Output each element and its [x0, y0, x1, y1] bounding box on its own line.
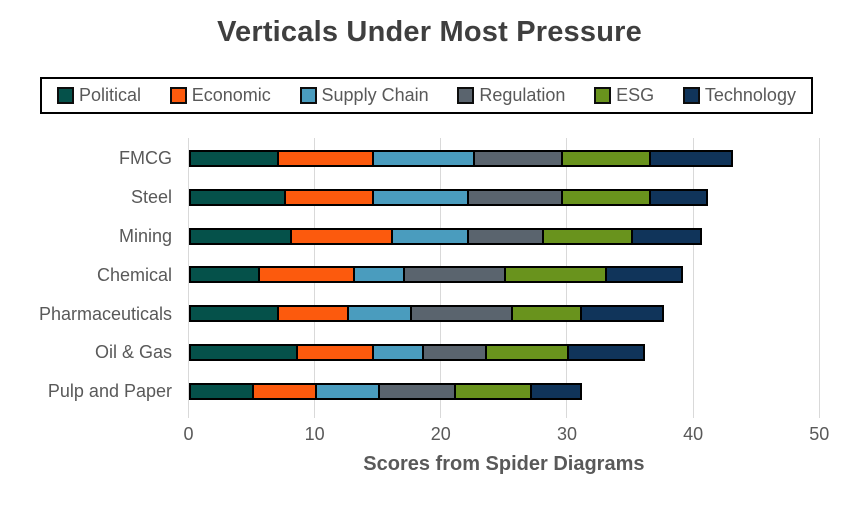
bar-segment-economic — [295, 343, 372, 361]
legend-label: Supply Chain — [321, 85, 429, 105]
bar-segment-esg — [484, 343, 567, 361]
x-axis-title: Scores from Spider Diagrams — [363, 453, 645, 475]
legend-item-political: Political — [57, 85, 141, 106]
bar-segment-technology — [579, 305, 664, 323]
bar-segment-esg — [541, 227, 631, 245]
bar-segment-technology — [529, 382, 582, 400]
bar-segment-supply-chain — [346, 305, 410, 323]
legend-item-technology: Technology — [682, 85, 796, 106]
bar-segment-supply-chain — [314, 382, 378, 400]
legend-label: Economic — [191, 85, 271, 105]
gridline — [692, 138, 694, 418]
bar-segment-supply-chain — [371, 149, 473, 167]
bar-segment-esg — [560, 149, 649, 167]
bar-segment-regulation — [421, 343, 485, 361]
legend-label: Technology — [704, 85, 796, 105]
x-axis-tick-label: 20 — [430, 424, 451, 444]
x-axis-tick-label: 0 — [183, 424, 194, 444]
legend-label: ESG — [616, 85, 655, 105]
bar-segment-esg — [453, 382, 530, 400]
bar-segment-political — [188, 227, 290, 245]
legend-swatch-icon — [457, 87, 475, 104]
bar-segment-regulation — [377, 382, 454, 400]
bar-segment-economic — [276, 149, 372, 167]
x-axis-tick-label: 30 — [556, 424, 577, 444]
category-label: Chemical — [96, 264, 172, 285]
bar-segment-supply-chain — [352, 266, 403, 284]
legend-item-esg: ESG — [594, 85, 654, 106]
bar-segment-political — [188, 149, 277, 167]
category-label: FMCG — [119, 148, 172, 169]
chart-title: Verticals Under Most Pressure — [217, 16, 642, 48]
bar-segment-regulation — [409, 305, 511, 323]
gridline — [818, 138, 820, 418]
category-label: Mining — [118, 226, 172, 246]
bar-segment-esg — [560, 188, 649, 206]
legend-item-economic: Economic — [169, 85, 271, 106]
stacked-bar-oil-gas — [188, 343, 645, 361]
stacked-bar-pulp-and-paper — [188, 382, 582, 400]
bar-segment-supply-chain — [371, 343, 422, 361]
legend-swatch-icon — [57, 87, 74, 104]
bar-segment-political — [188, 188, 284, 206]
bar-segment-regulation — [472, 149, 561, 167]
bar-segment-economic — [289, 227, 391, 245]
bar-segment-technology — [648, 188, 708, 206]
legend-label: Regulation — [479, 85, 566, 105]
legend-swatch-icon — [169, 87, 187, 104]
category-label: Pharmaceuticals — [38, 303, 172, 324]
stacked-bar-pharmaceuticals — [188, 305, 664, 323]
x-axis-tick-label: 40 — [683, 424, 704, 444]
bar-segment-political — [188, 266, 258, 284]
legend-swatch-icon — [594, 87, 612, 104]
legend: Political Economic Supply Chain Regulation E… — [40, 77, 813, 114]
legend-label: Political — [79, 85, 142, 105]
legend-swatch-icon — [299, 87, 317, 104]
stacked-bar-mining — [188, 227, 702, 245]
category-label: Steel — [130, 187, 172, 208]
stacked-bar-steel — [188, 188, 708, 206]
bar-segment-technology — [604, 266, 683, 284]
category-label: Pulp and Paper — [47, 381, 172, 402]
bar-segment-economic — [283, 188, 372, 206]
x-axis-tick-label: 50 — [809, 424, 830, 444]
bar-segment-technology — [648, 149, 733, 167]
bar-segment-regulation — [466, 227, 542, 245]
stacked-bar-chemical — [188, 266, 683, 284]
bar-segment-technology — [630, 227, 702, 245]
bar-segment-political — [188, 382, 252, 400]
bar-segment-economic — [257, 266, 353, 284]
bar-segment-economic — [276, 305, 347, 323]
category-label: Oil & Gas — [94, 342, 172, 363]
bar-segment-esg — [510, 305, 580, 323]
stacked-bar-fmcg — [188, 149, 733, 167]
bar-segment-political — [188, 305, 277, 323]
legend-item-regulation: Regulation — [457, 85, 565, 106]
bar-segment-esg — [503, 266, 605, 284]
legend-item-supply-chain: Supply Chain — [299, 85, 429, 106]
bar-segment-regulation — [466, 188, 561, 206]
bar-segment-political — [188, 343, 296, 361]
bar-segment-economic — [251, 382, 315, 400]
bar-segment-regulation — [402, 266, 504, 284]
bar-segment-supply-chain — [390, 227, 467, 245]
bar-segment-technology — [566, 343, 645, 361]
bar-segment-supply-chain — [371, 188, 467, 206]
legend-swatch-icon — [682, 87, 700, 104]
x-axis-tick-label: 10 — [304, 424, 325, 444]
